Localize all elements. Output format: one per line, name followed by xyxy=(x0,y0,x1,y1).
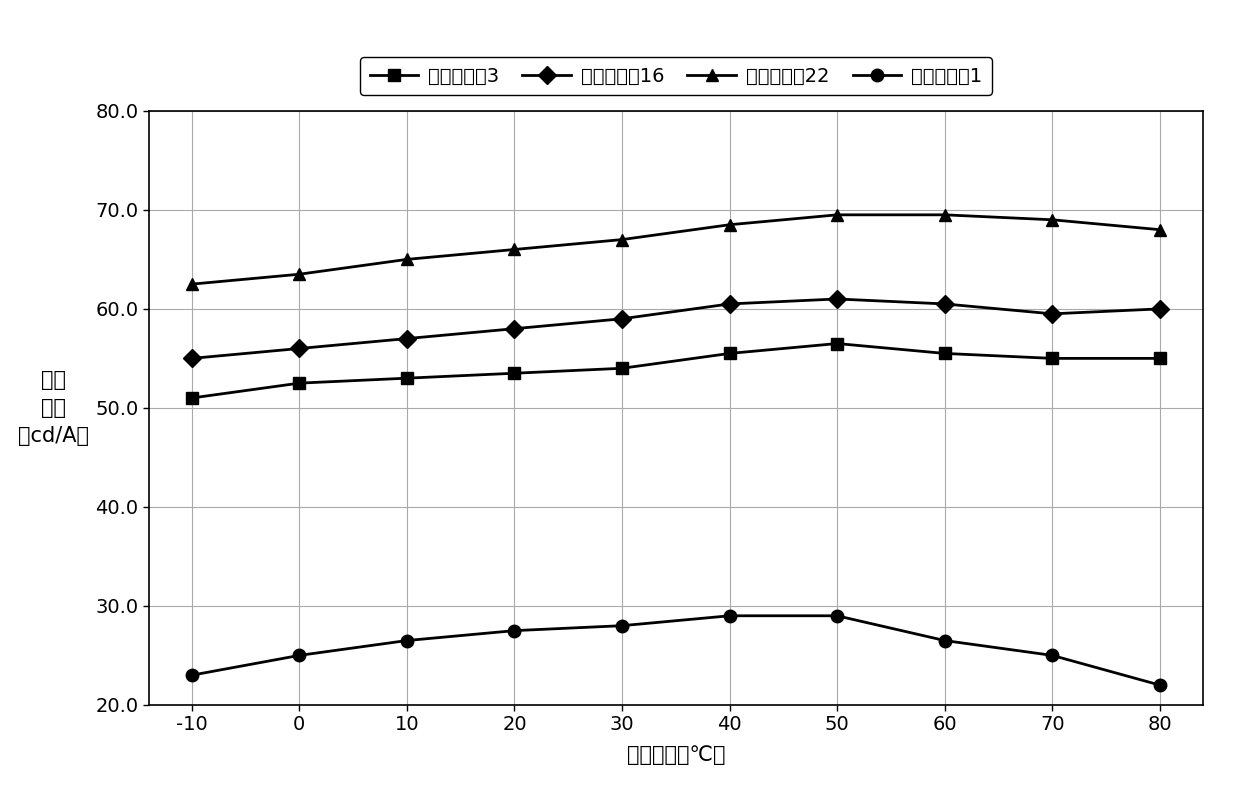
X-axis label: 测量温度（℃）: 测量温度（℃） xyxy=(626,745,725,765)
Legend: 器件实施例3, 器件实施例16, 器件实施例22, 器件比较例1: 器件实施例3, 器件实施例16, 器件实施例22, 器件比较例1 xyxy=(360,57,992,95)
Text: 电流
效率
（cd/A）: 电流 效率 （cd/A） xyxy=(19,370,89,446)
